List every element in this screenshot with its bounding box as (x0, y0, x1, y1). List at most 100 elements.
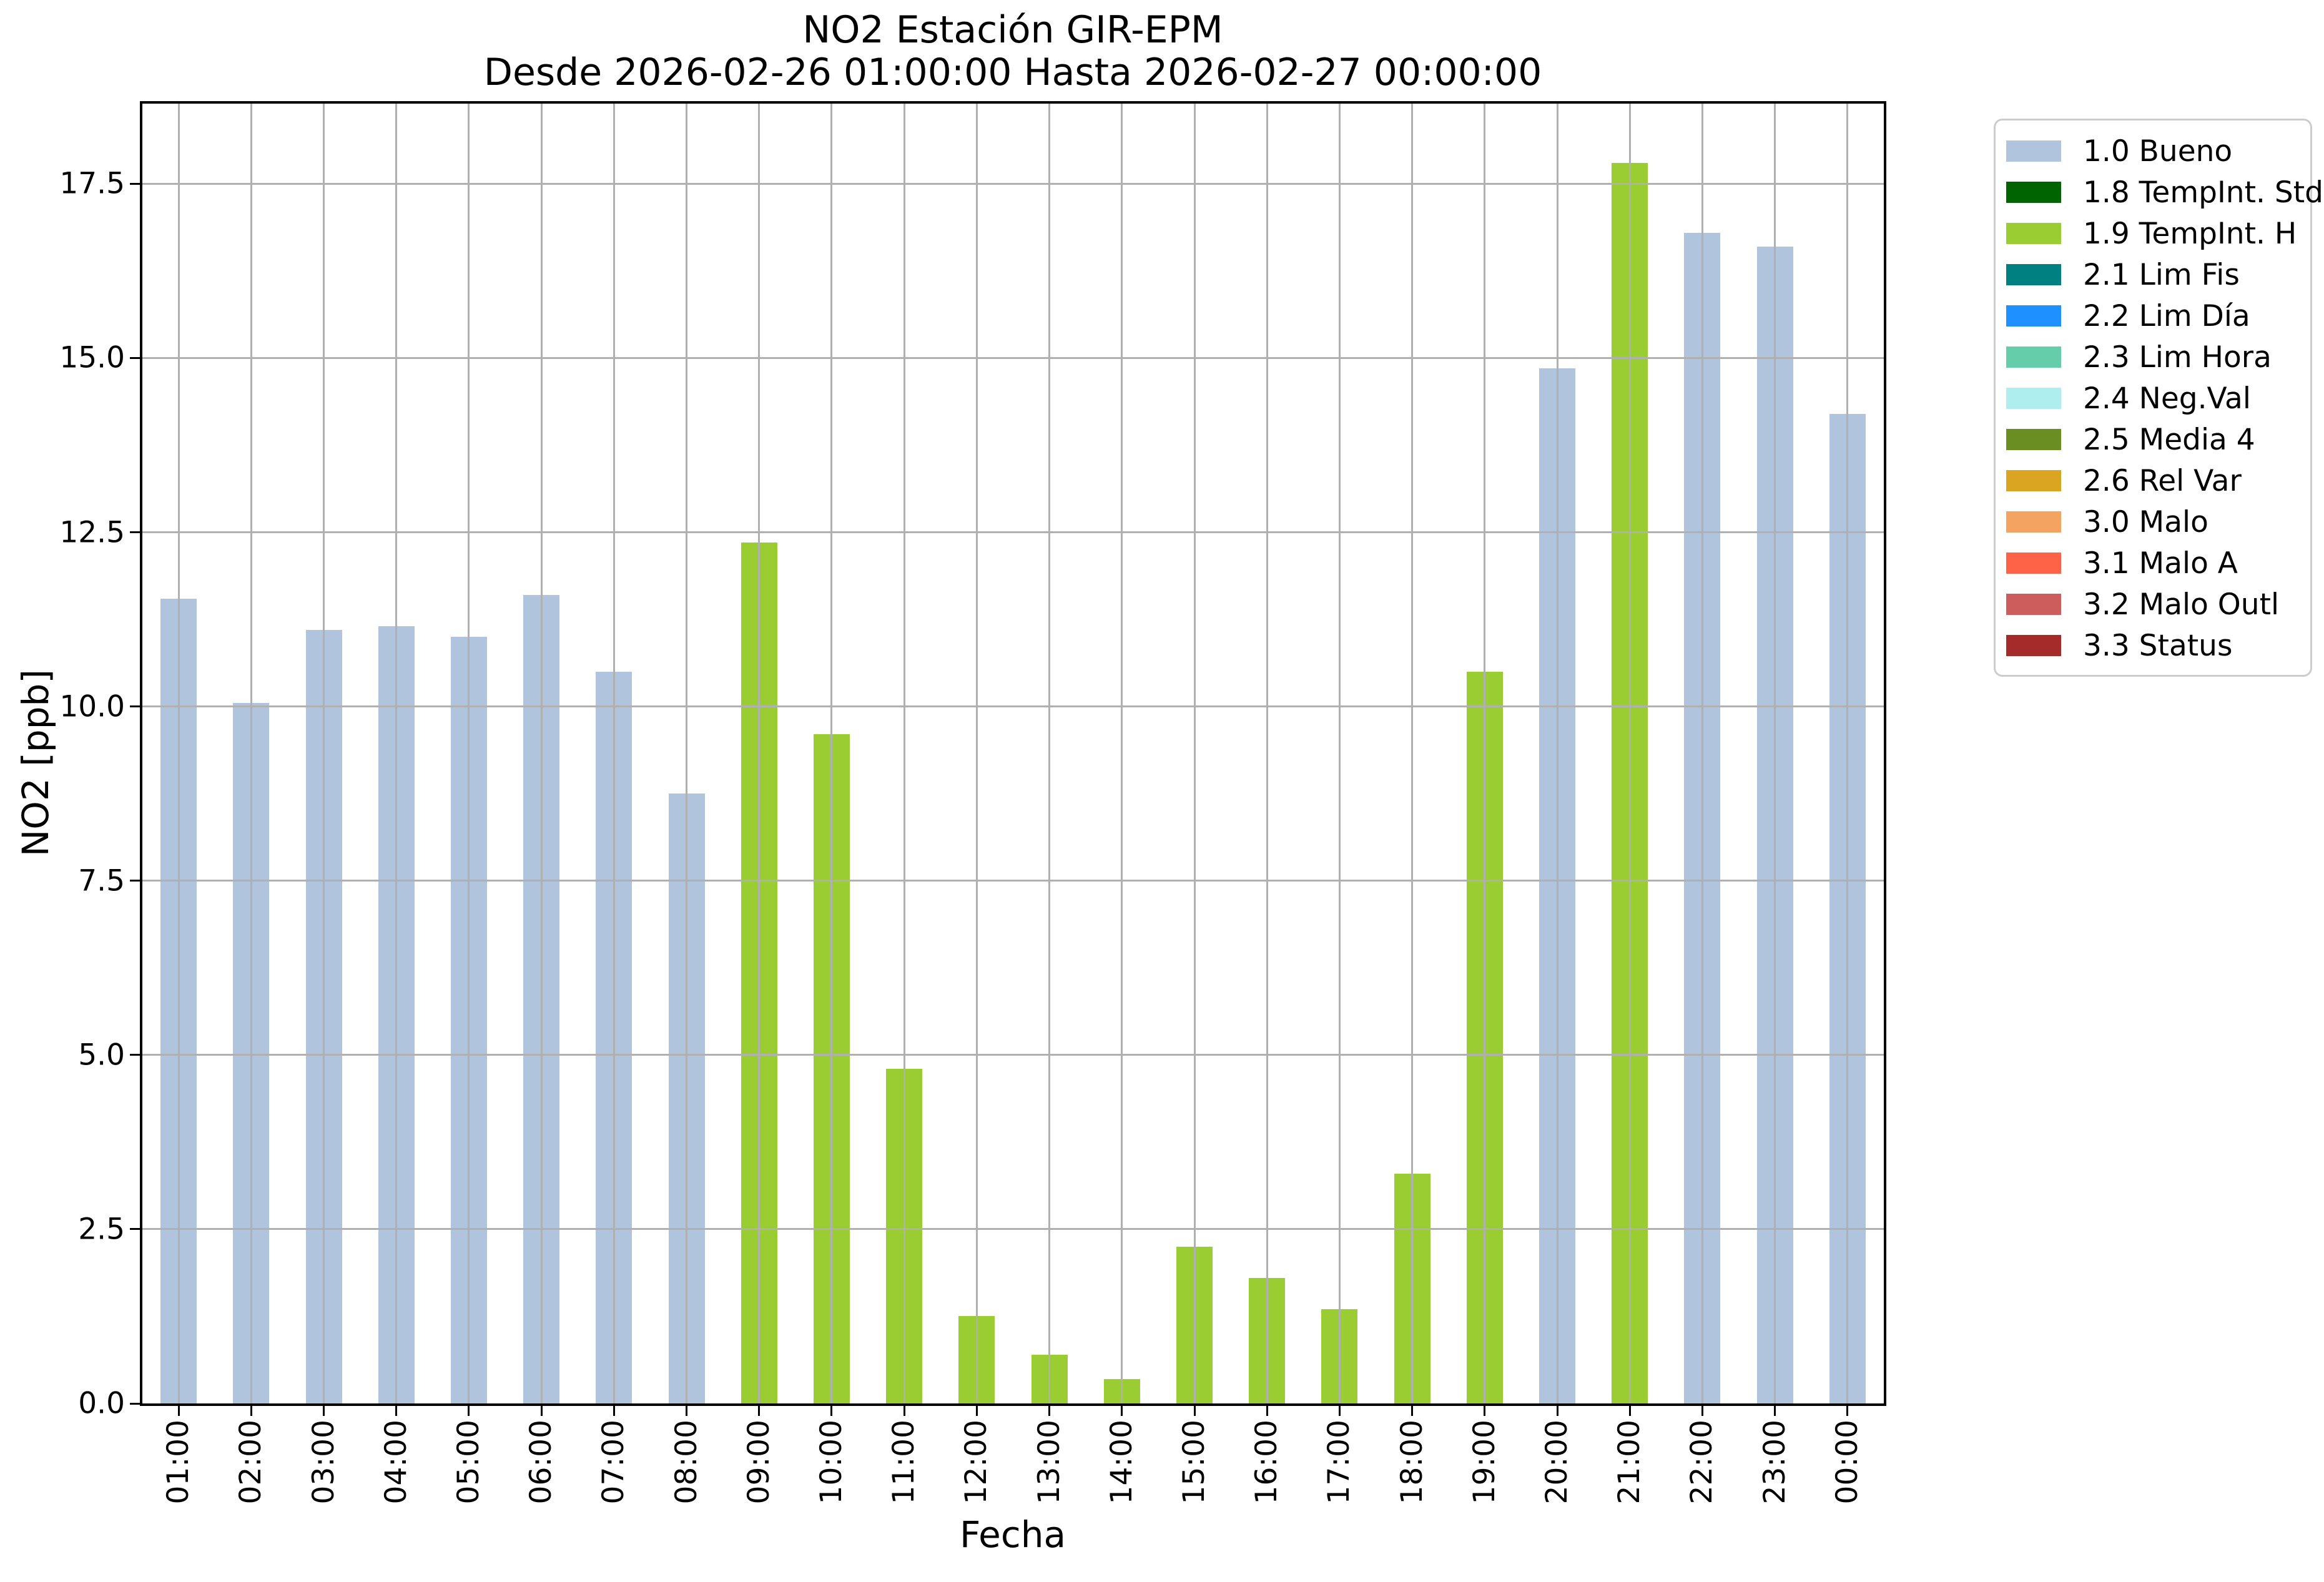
legend-color-swatch (2006, 470, 2061, 491)
x-tick-mark (1411, 1406, 1414, 1416)
x-tick-label: 16:00 (1249, 1420, 1284, 1505)
x-tick-label: 03:00 (306, 1420, 341, 1505)
gridline-vertical (177, 104, 180, 1403)
x-axis-label: Fecha (959, 1513, 1066, 1556)
gridline-vertical (975, 104, 978, 1403)
x-tick-mark (177, 1406, 180, 1416)
legend-label: 2.1 Lim Fis (2083, 257, 2240, 292)
x-tick-label: 08:00 (669, 1420, 704, 1505)
legend-item: 2.4 Neg.Val (2006, 378, 2302, 419)
x-tick-label: 14:00 (1104, 1420, 1139, 1505)
x-tick-label: 17:00 (1322, 1420, 1357, 1505)
gridline-vertical (1701, 104, 1703, 1403)
x-tick-label: 05:00 (451, 1420, 486, 1505)
x-tick-label: 01:00 (161, 1420, 196, 1505)
gridline-vertical (903, 104, 905, 1403)
y-tick-mark (130, 531, 140, 534)
chart-subtitle: Desde 2026-02-26 01:00:00 Hasta 2026-02-… (483, 51, 1542, 94)
gridline-vertical (1774, 104, 1776, 1403)
x-tick-mark (903, 1406, 905, 1416)
x-tick-mark (250, 1406, 252, 1416)
x-tick-mark (1338, 1406, 1341, 1416)
legend-color-swatch (2006, 511, 2061, 533)
x-tick-mark (1048, 1406, 1051, 1416)
gridline-horizontal (142, 705, 1884, 708)
x-tick-mark (323, 1406, 325, 1416)
x-tick-mark (1628, 1406, 1631, 1416)
legend-color-swatch (2006, 305, 2061, 327)
gridline-vertical (1846, 104, 1849, 1403)
x-tick-mark (1774, 1406, 1776, 1416)
x-tick-mark (1556, 1406, 1558, 1416)
legend-color-swatch (2006, 182, 2061, 203)
legend-label: 1.9 TempInt. H (2083, 216, 2297, 251)
legend-label: 2.3 Lim Hora (2083, 340, 2272, 375)
y-tick-mark (130, 182, 140, 185)
legend-color-swatch (2006, 264, 2061, 285)
x-tick-mark (1701, 1406, 1703, 1416)
legend-item: 2.1 Lim Fis (2006, 254, 2302, 295)
x-tick-mark (1193, 1406, 1196, 1416)
legend-color-swatch (2006, 429, 2061, 450)
legend-label: 2.4 Neg.Val (2083, 381, 2251, 416)
x-tick-label: 02:00 (234, 1420, 268, 1505)
x-tick-mark (395, 1406, 398, 1416)
x-tick-mark (540, 1406, 543, 1416)
gridline-vertical (1628, 104, 1631, 1403)
gridline-vertical (250, 104, 252, 1403)
y-tick-label: 2.5 (78, 1212, 125, 1247)
gridline-horizontal (142, 1054, 1884, 1056)
x-tick-label: 06:00 (524, 1420, 559, 1505)
y-tick-label: 7.5 (78, 863, 125, 898)
legend-color-swatch (2006, 388, 2061, 409)
legend-color-swatch (2006, 346, 2061, 368)
y-tick-label: 12.5 (59, 515, 125, 550)
x-tick-label: 11:00 (887, 1420, 922, 1505)
gridline-vertical (830, 104, 833, 1403)
y-tick-mark (130, 356, 140, 359)
legend-item: 3.3 Status (2006, 625, 2302, 666)
x-tick-mark (1484, 1406, 1486, 1416)
y-tick-label: 17.5 (59, 166, 125, 201)
legend-color-swatch (2006, 223, 2061, 244)
legend-item: 3.2 Malo Outl (2006, 584, 2302, 625)
x-tick-mark (613, 1406, 615, 1416)
x-tick-mark (468, 1406, 470, 1416)
gridline-vertical (1266, 104, 1268, 1403)
legend-label: 3.1 Malo A (2083, 546, 2238, 581)
legend-label: 1.0 Bueno (2083, 134, 2233, 169)
x-tick-label: 21:00 (1612, 1420, 1647, 1505)
x-tick-label: 23:00 (1757, 1420, 1792, 1505)
x-tick-mark (686, 1406, 688, 1416)
y-tick-mark (130, 1228, 140, 1231)
legend-label: 2.2 Lim Día (2083, 298, 2250, 333)
x-tick-label: 00:00 (1829, 1420, 1864, 1505)
y-tick-label: 0.0 (78, 1386, 125, 1421)
x-tick-mark (975, 1406, 978, 1416)
x-tick-label: 12:00 (959, 1420, 994, 1505)
gridline-vertical (686, 104, 688, 1403)
y-tick-mark (130, 880, 140, 882)
legend-color-swatch (2006, 553, 2061, 574)
gridline-horizontal (142, 182, 1884, 185)
x-tick-mark (1846, 1406, 1849, 1416)
gridline-horizontal (142, 1228, 1884, 1231)
legend-item: 2.3 Lim Hora (2006, 337, 2302, 378)
gridline-vertical (613, 104, 615, 1403)
chart-title: NO2 Estación GIR-EPM (802, 8, 1223, 52)
x-tick-label: 20:00 (1540, 1420, 1575, 1505)
legend-label: 2.5 Media 4 (2083, 422, 2255, 457)
legend-color-swatch (2006, 594, 2061, 615)
gridline-vertical (1484, 104, 1486, 1403)
x-tick-label: 13:00 (1032, 1420, 1066, 1505)
gridline-vertical (1121, 104, 1123, 1403)
gridline-vertical (395, 104, 398, 1403)
legend-item: 2.5 Media 4 (2006, 419, 2302, 460)
legend-item: 2.6 Rel Var (2006, 460, 2302, 501)
gridline-vertical (468, 104, 470, 1403)
legend-label: 2.6 Rel Var (2083, 463, 2242, 498)
x-tick-mark (1266, 1406, 1268, 1416)
legend-label: 1.8 TempInt. Std (2083, 175, 2323, 210)
gridline-vertical (1048, 104, 1051, 1403)
